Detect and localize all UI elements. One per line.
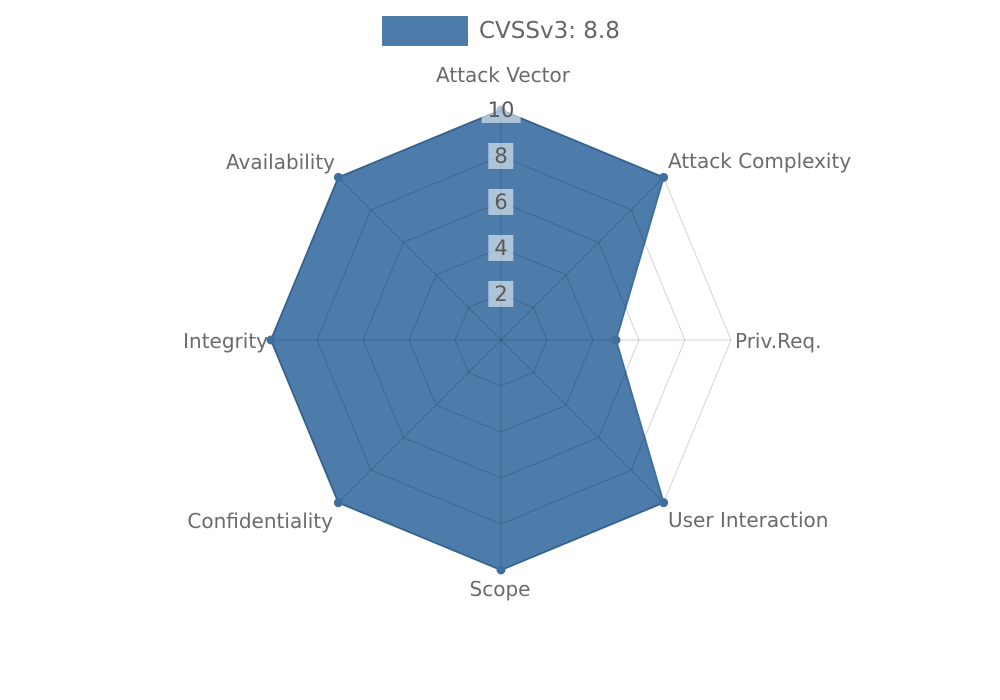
radial-tick-10: 10	[481, 96, 521, 124]
grid-ring-6	[362, 201, 640, 479]
grid-ring-2	[454, 293, 548, 387]
vertex-dot	[266, 335, 276, 345]
vertex-dot	[496, 565, 506, 575]
legend: CVSSv3: 8.8	[382, 16, 620, 46]
axis-label-availability: Availability	[225, 150, 335, 174]
grid-ring-8	[316, 155, 686, 525]
axis-label-user-interaction: User Interaction	[668, 508, 829, 532]
axis-spoke	[338, 177, 502, 341]
axis-label-attack-vector: Attack Vector	[436, 63, 570, 87]
grid-ring-4	[408, 247, 594, 433]
axis-label-scope: Scope	[469, 577, 531, 601]
radial-tick-2: 2	[488, 280, 514, 308]
axis-label-priv-req: Priv.Req.	[735, 329, 822, 353]
axis-label-attack-complexity: Attack Complexity	[668, 149, 852, 173]
legend-swatch	[382, 16, 468, 46]
vertex-dot	[659, 172, 669, 182]
radial-tick-6: 6	[488, 188, 514, 216]
axis-spoke	[500, 339, 664, 503]
axis-spoke	[500, 177, 664, 341]
radial-tick-8: 8	[488, 142, 514, 170]
legend-label: CVSSv3: 8.8	[479, 17, 620, 44]
radial-tick-4: 4	[488, 234, 514, 262]
axis-spoke	[338, 339, 502, 503]
vertex-dot	[333, 498, 343, 508]
axis-label-integrity: Integrity	[183, 329, 268, 353]
axis-label-confidentiality: Confidentiality	[187, 509, 333, 533]
vertex-dot	[611, 335, 621, 345]
vertex-dot	[659, 498, 669, 508]
vertex-dot	[333, 172, 343, 182]
